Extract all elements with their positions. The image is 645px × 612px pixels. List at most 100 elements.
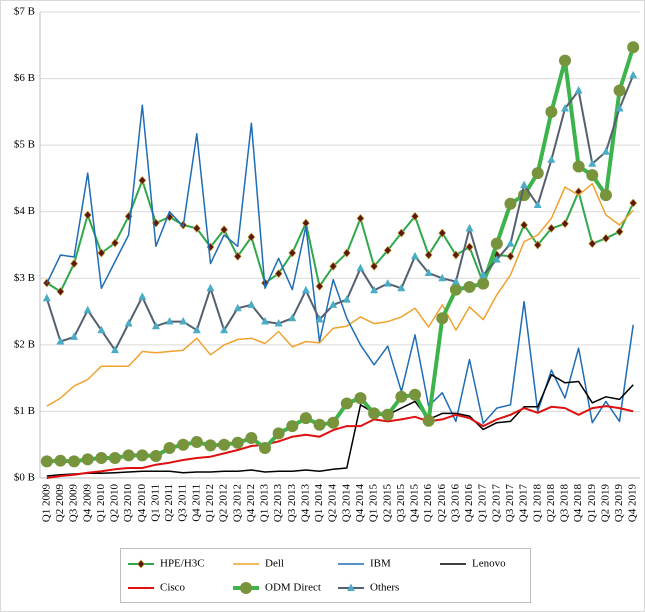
x-tick-label: Q3 2009 bbox=[68, 484, 80, 523]
x-tick-label: Q2 2015 bbox=[381, 484, 393, 523]
data-point bbox=[340, 397, 353, 410]
data-point bbox=[138, 292, 147, 300]
x-tick-label: Q3 2012 bbox=[231, 484, 243, 522]
legend-label: HPE/H3C bbox=[160, 558, 205, 570]
data-point bbox=[218, 438, 231, 451]
data-point bbox=[506, 239, 515, 247]
data-point bbox=[165, 317, 174, 325]
y-tick-label: $5 B bbox=[14, 139, 35, 151]
data-point bbox=[124, 319, 133, 327]
series-line bbox=[46, 179, 635, 293]
data-point bbox=[588, 159, 597, 167]
x-tick-label: Q1 2018 bbox=[531, 484, 543, 523]
data-point bbox=[452, 250, 460, 260]
data-point bbox=[40, 455, 53, 468]
data-point bbox=[520, 180, 529, 189]
data-point bbox=[42, 293, 51, 302]
data-point bbox=[231, 436, 244, 449]
data-point bbox=[602, 233, 610, 243]
data-point bbox=[397, 283, 406, 292]
data-point bbox=[411, 211, 419, 221]
data-point bbox=[506, 251, 515, 261]
data-point bbox=[272, 427, 285, 440]
x-tick-label: Q4 2013 bbox=[299, 484, 311, 523]
data-point bbox=[629, 70, 638, 79]
x-tick-label: Q4 2017 bbox=[518, 484, 530, 523]
legend-label: Dell bbox=[265, 558, 284, 570]
data-point bbox=[95, 452, 108, 465]
data-point bbox=[601, 147, 610, 155]
data-point bbox=[572, 160, 585, 173]
x-tick-label: Q4 2012 bbox=[245, 484, 257, 522]
y-tick-label: $7 B bbox=[14, 6, 35, 18]
data-point bbox=[370, 285, 379, 294]
x-tick-label: Q3 2019 bbox=[613, 484, 625, 523]
data-point bbox=[559, 54, 571, 67]
data-point bbox=[192, 325, 201, 334]
x-tick-label: Q4 2014 bbox=[354, 484, 366, 523]
data-point bbox=[149, 450, 162, 463]
x-tick-label: Q4 2016 bbox=[463, 484, 475, 523]
data-point bbox=[368, 407, 381, 420]
data-point bbox=[70, 332, 79, 340]
data-point bbox=[588, 239, 597, 249]
data-point bbox=[81, 453, 94, 466]
data-point bbox=[627, 41, 640, 54]
data-point bbox=[245, 432, 258, 445]
data-point bbox=[122, 449, 135, 462]
x-tick-label: Q1 2015 bbox=[368, 484, 380, 523]
x-tick-label: Q4 2019 bbox=[627, 484, 639, 523]
data-point bbox=[629, 198, 638, 208]
data-point bbox=[533, 200, 542, 209]
x-tick-label: Q1 2012 bbox=[204, 484, 216, 522]
legend-marker bbox=[240, 582, 252, 594]
data-point bbox=[220, 225, 228, 235]
data-point bbox=[547, 155, 556, 163]
x-tick-label: Q3 2016 bbox=[449, 484, 461, 523]
data-point bbox=[83, 305, 92, 314]
data-point bbox=[477, 277, 490, 290]
data-point bbox=[370, 261, 378, 271]
legend-marker bbox=[347, 583, 355, 591]
data-point bbox=[449, 283, 462, 296]
data-point bbox=[490, 237, 503, 250]
data-point bbox=[247, 300, 256, 308]
x-tick-label: Q4 2018 bbox=[572, 484, 584, 523]
legend-label: Others bbox=[370, 582, 399, 594]
data-point bbox=[342, 248, 351, 258]
y-tick-label: $1 B bbox=[14, 405, 35, 417]
data-point bbox=[204, 439, 217, 452]
data-point bbox=[56, 287, 65, 297]
data-point bbox=[492, 255, 501, 263]
x-tick-label: Q2 2013 bbox=[272, 484, 284, 523]
series-line bbox=[46, 405, 634, 479]
data-point bbox=[136, 449, 149, 462]
data-point bbox=[354, 392, 367, 405]
data-point bbox=[531, 167, 544, 180]
data-point bbox=[424, 250, 433, 260]
data-point bbox=[274, 319, 283, 327]
data-point bbox=[479, 270, 488, 278]
data-point bbox=[299, 412, 312, 425]
x-tick-label: Q2 2017 bbox=[490, 484, 502, 523]
x-tick-label: Q3 2015 bbox=[395, 484, 407, 523]
data-point bbox=[533, 240, 542, 250]
data-point bbox=[68, 455, 81, 468]
data-point bbox=[383, 245, 392, 255]
legend-label: ODM Direct bbox=[265, 582, 321, 594]
data-point bbox=[381, 408, 394, 421]
data-point bbox=[451, 277, 460, 285]
legend-box bbox=[120, 548, 531, 603]
data-point bbox=[465, 223, 474, 232]
data-point bbox=[97, 248, 106, 258]
x-tick-label: Q2 2010 bbox=[109, 484, 121, 523]
data-point bbox=[574, 86, 583, 94]
x-tick-label: Q3 2010 bbox=[122, 484, 134, 523]
data-point bbox=[206, 283, 215, 292]
data-point bbox=[163, 442, 176, 455]
data-point bbox=[179, 317, 188, 325]
x-tick-label: Q4 2011 bbox=[190, 484, 202, 522]
data-point bbox=[192, 223, 201, 233]
x-tick-label: Q2 2018 bbox=[545, 484, 557, 523]
